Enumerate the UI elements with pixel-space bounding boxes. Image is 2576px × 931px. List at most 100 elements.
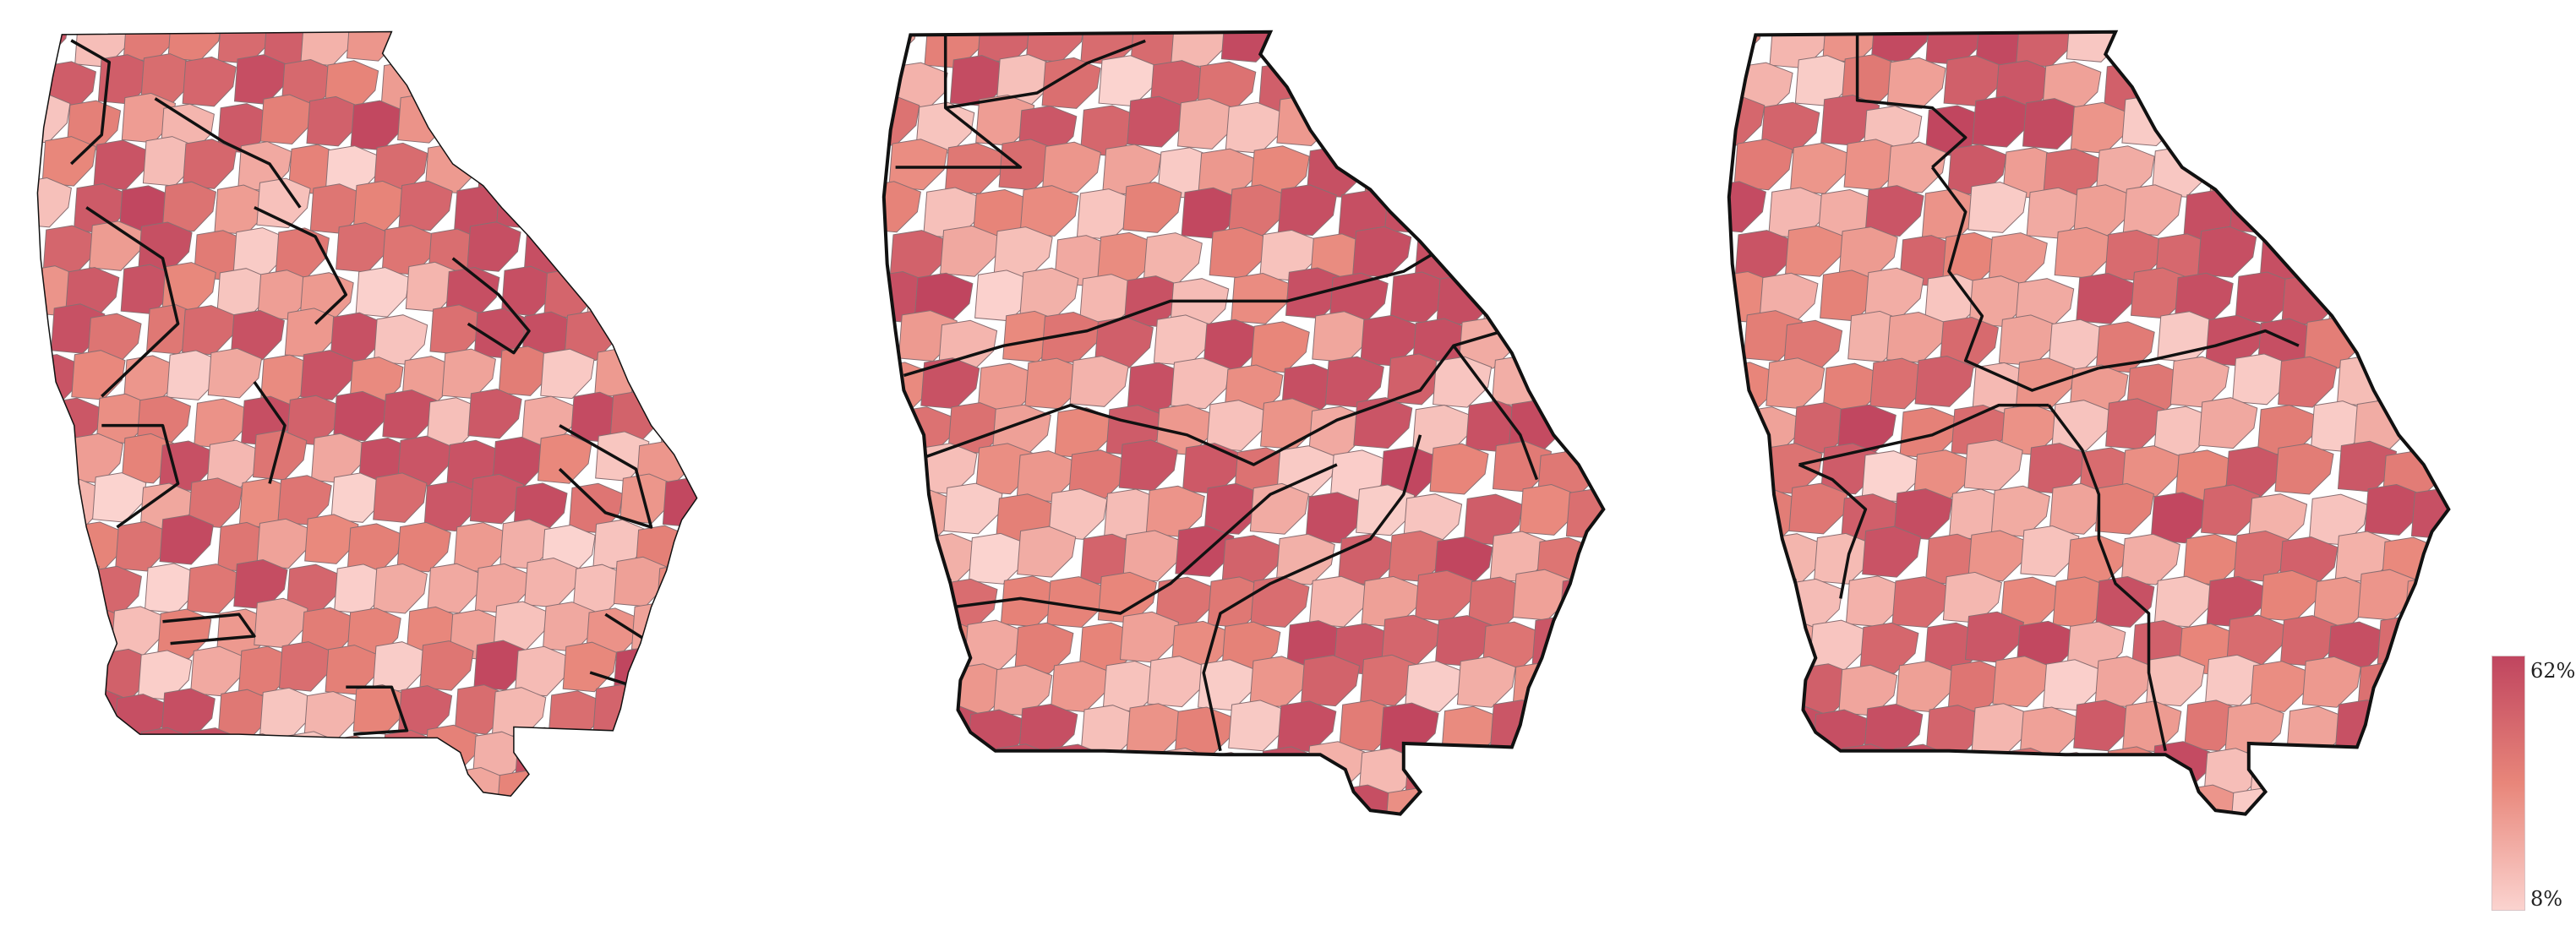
county — [326, 735, 381, 786]
county — [1738, 568, 1798, 620]
county — [2120, 533, 2180, 585]
county — [1433, 356, 1493, 408]
county — [1728, 446, 1773, 498]
county — [1895, 661, 1956, 713]
county — [2053, 838, 2111, 889]
county — [1542, 786, 1602, 814]
county — [2283, 188, 2343, 241]
district-border — [903, 463, 1338, 615]
county — [1229, 791, 1289, 814]
county — [707, 393, 761, 443]
county — [2169, 96, 2229, 149]
county — [2435, 791, 2449, 814]
county — [1308, 575, 1368, 628]
county — [252, 429, 308, 481]
county — [1097, 571, 1157, 623]
county — [1046, 576, 1106, 629]
county — [2094, 482, 2154, 535]
county — [1492, 789, 1552, 814]
county — [661, 58, 697, 109]
county — [2197, 226, 2257, 278]
county — [1665, 406, 1723, 457]
county — [469, 820, 522, 870]
county — [883, 784, 926, 814]
county — [663, 224, 697, 275]
georgia-county-map-right — [1727, 30, 2544, 890]
county — [2122, 184, 2182, 237]
county — [1118, 439, 1178, 492]
county — [1675, 318, 1733, 369]
county — [2076, 272, 2136, 324]
county — [2300, 234, 2360, 286]
county — [2387, 786, 2447, 814]
county — [2427, 31, 2449, 60]
county — [491, 687, 547, 738]
county — [2146, 838, 2204, 889]
county — [2304, 138, 2364, 190]
county — [1594, 267, 1604, 319]
county — [1250, 834, 1308, 885]
county — [1171, 31, 1231, 68]
county — [1335, 784, 1395, 814]
county — [207, 347, 263, 399]
county — [1558, 147, 1604, 199]
county — [1942, 749, 2002, 802]
county — [2336, 355, 2397, 407]
county — [1668, 657, 1727, 708]
county — [1384, 182, 1444, 234]
county — [182, 305, 237, 356]
county — [752, 809, 805, 859]
district-border — [69, 39, 112, 166]
county — [164, 772, 220, 797]
county — [883, 530, 927, 582]
county-cells — [883, 31, 1733, 885]
county — [1069, 355, 1129, 407]
county — [2223, 98, 2283, 150]
county — [2359, 831, 2417, 882]
county — [1914, 355, 1974, 407]
county — [728, 767, 781, 817]
county — [683, 519, 697, 569]
county — [1025, 31, 1085, 63]
county-cells — [37, 31, 816, 870]
county — [1972, 794, 2032, 814]
county — [1378, 31, 1438, 70]
county — [888, 139, 948, 191]
county — [595, 771, 650, 797]
county — [374, 815, 427, 865]
county — [762, 312, 816, 361]
county — [2209, 145, 2269, 198]
county — [1250, 321, 1310, 373]
county — [71, 350, 126, 400]
county — [1507, 53, 1567, 106]
county — [2480, 442, 2539, 493]
county — [2278, 356, 2338, 408]
county — [194, 398, 248, 449]
district-border — [1855, 33, 1967, 169]
county — [1622, 63, 1680, 113]
county — [635, 31, 690, 62]
county — [1613, 574, 1671, 624]
county — [567, 55, 622, 106]
county — [372, 641, 428, 692]
county — [1564, 59, 1604, 112]
county — [2148, 57, 2208, 110]
county — [610, 728, 666, 780]
county — [2229, 182, 2289, 234]
county — [1536, 31, 1596, 63]
county — [1596, 704, 1604, 756]
county — [688, 261, 697, 313]
county — [887, 828, 946, 879]
county — [2413, 229, 2449, 281]
county — [2070, 101, 2130, 154]
county — [37, 519, 78, 569]
county — [2486, 273, 2544, 324]
district-border — [162, 612, 256, 645]
county — [1899, 839, 1957, 890]
county — [259, 94, 315, 145]
county — [1988, 232, 2048, 285]
county — [2429, 357, 2449, 410]
county — [1997, 837, 2055, 888]
county — [2169, 31, 2229, 70]
county — [2355, 745, 2415, 798]
